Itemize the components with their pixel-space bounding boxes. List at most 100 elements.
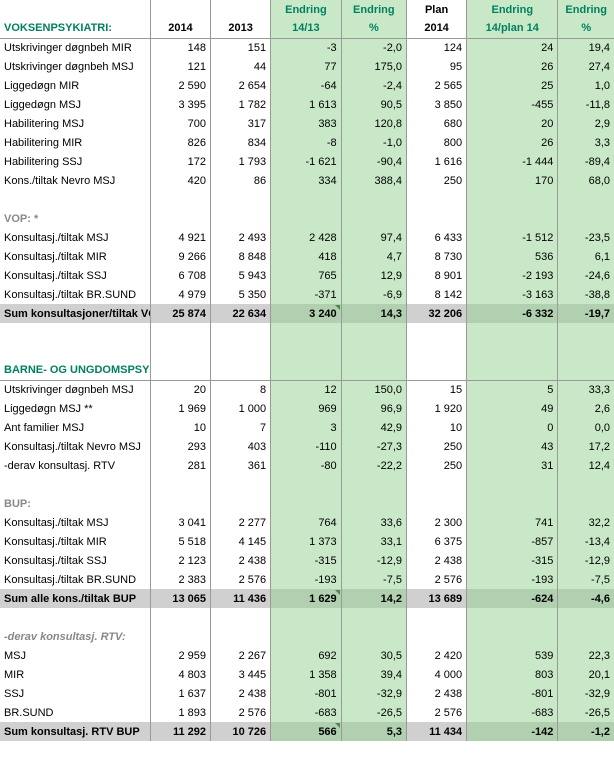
cell: 2 438 <box>211 551 271 570</box>
cell: 120,8 <box>341 114 406 133</box>
cell: 8 848 <box>211 247 271 266</box>
cell: 20 <box>467 114 558 133</box>
cell: 536 <box>467 247 558 266</box>
cell: 2 590 <box>150 76 210 95</box>
cell: 969 <box>271 399 342 418</box>
cell: 1 373 <box>271 532 342 551</box>
cell: 1 358 <box>271 665 342 684</box>
header-cell: Endring <box>341 0 406 19</box>
cell: 9 266 <box>150 247 210 266</box>
cell: 13 065 <box>150 589 210 608</box>
cell: 6 433 <box>407 228 467 247</box>
cell: 2 576 <box>407 570 467 589</box>
cell: 12 <box>271 380 342 399</box>
cell: 1 920 <box>407 399 467 418</box>
cell: Liggedøgn MSJ ** <box>0 399 150 418</box>
cell: MIR <box>0 665 150 684</box>
cell: 334 <box>271 171 342 190</box>
cell: 77 <box>271 57 342 76</box>
cell: Kons./tiltak Nevro MSJ <box>0 171 150 190</box>
cell: -26,5 <box>341 703 406 722</box>
cell: 281 <box>150 456 210 475</box>
cell: -455 <box>467 95 558 114</box>
cell: -8 <box>271 133 342 152</box>
cell <box>558 475 614 494</box>
cell: 5,3 <box>341 722 406 741</box>
cell: 2 123 <box>150 551 210 570</box>
cell: -32,9 <box>558 684 614 703</box>
cell: 24 <box>467 38 558 57</box>
cell: -683 <box>467 703 558 722</box>
cell: 3 850 <box>407 95 467 114</box>
cell: -derav konsultasj. RTV: <box>0 627 150 646</box>
cell: 764 <box>271 513 342 532</box>
cell <box>407 475 467 494</box>
cell: 6,1 <box>558 247 614 266</box>
cell: 121 <box>150 57 210 76</box>
cell <box>341 608 406 627</box>
cell <box>150 323 210 342</box>
cell: 11 436 <box>211 589 271 608</box>
cell: Konsultasj./tiltak MIR <box>0 247 150 266</box>
cell: -193 <box>467 570 558 589</box>
cell: 2 267 <box>211 646 271 665</box>
cell: -315 <box>467 551 558 570</box>
cell: 4 803 <box>150 665 210 684</box>
cell: 22,3 <box>558 646 614 665</box>
cell: BUP: <box>0 494 150 513</box>
cell: Utskrivinger døgnbeh MSJ <box>0 57 150 76</box>
cell: -64 <box>271 76 342 95</box>
cell: 7 <box>211 418 271 437</box>
cell: MSJ <box>0 646 150 665</box>
cell: 26 <box>467 57 558 76</box>
cell: -27,3 <box>341 437 406 456</box>
cell: 8 <box>211 380 271 399</box>
cell <box>0 190 150 209</box>
cell <box>467 608 558 627</box>
cell: 124 <box>407 38 467 57</box>
cell: BR.SUND <box>0 703 150 722</box>
cell <box>211 323 271 342</box>
cell: Konsultasj./tiltak SSJ <box>0 551 150 570</box>
cell: 15 <box>407 380 467 399</box>
cell <box>558 608 614 627</box>
cell: 2 438 <box>211 684 271 703</box>
cell: 1,0 <box>558 76 614 95</box>
cell: 14,3 <box>341 304 406 323</box>
cell <box>558 190 614 209</box>
cell: 19,4 <box>558 38 614 57</box>
cell: 1 793 <box>211 152 271 171</box>
cell <box>271 608 342 627</box>
cell: -7,5 <box>558 570 614 589</box>
cell: 0 <box>467 418 558 437</box>
cell <box>558 342 614 361</box>
cell: 26 <box>467 133 558 152</box>
cell <box>341 190 406 209</box>
cell: 1 893 <box>150 703 210 722</box>
cell: 3 240 <box>271 304 342 323</box>
cell: 3,3 <box>558 133 614 152</box>
cell: -2 193 <box>467 266 558 285</box>
cell <box>211 475 271 494</box>
cell <box>211 342 271 361</box>
cell: -3 163 <box>467 285 558 304</box>
cell: 5 350 <box>211 285 271 304</box>
cell: -1 444 <box>467 152 558 171</box>
header-cell: Endring <box>467 0 558 19</box>
cell: -32,9 <box>341 684 406 703</box>
cell <box>467 342 558 361</box>
cell <box>150 627 210 646</box>
cell: 1 629 <box>271 589 342 608</box>
cell: 20,1 <box>558 665 614 684</box>
cell: 2 654 <box>211 76 271 95</box>
cell: 150,0 <box>341 380 406 399</box>
cell: -624 <box>467 589 558 608</box>
cell <box>0 323 150 342</box>
cell: 2 420 <box>407 646 467 665</box>
header-cell: % <box>558 19 614 38</box>
cell <box>150 342 210 361</box>
cell <box>150 475 210 494</box>
cell: 388,4 <box>341 171 406 190</box>
cell <box>341 323 406 342</box>
cell: 0,0 <box>558 418 614 437</box>
